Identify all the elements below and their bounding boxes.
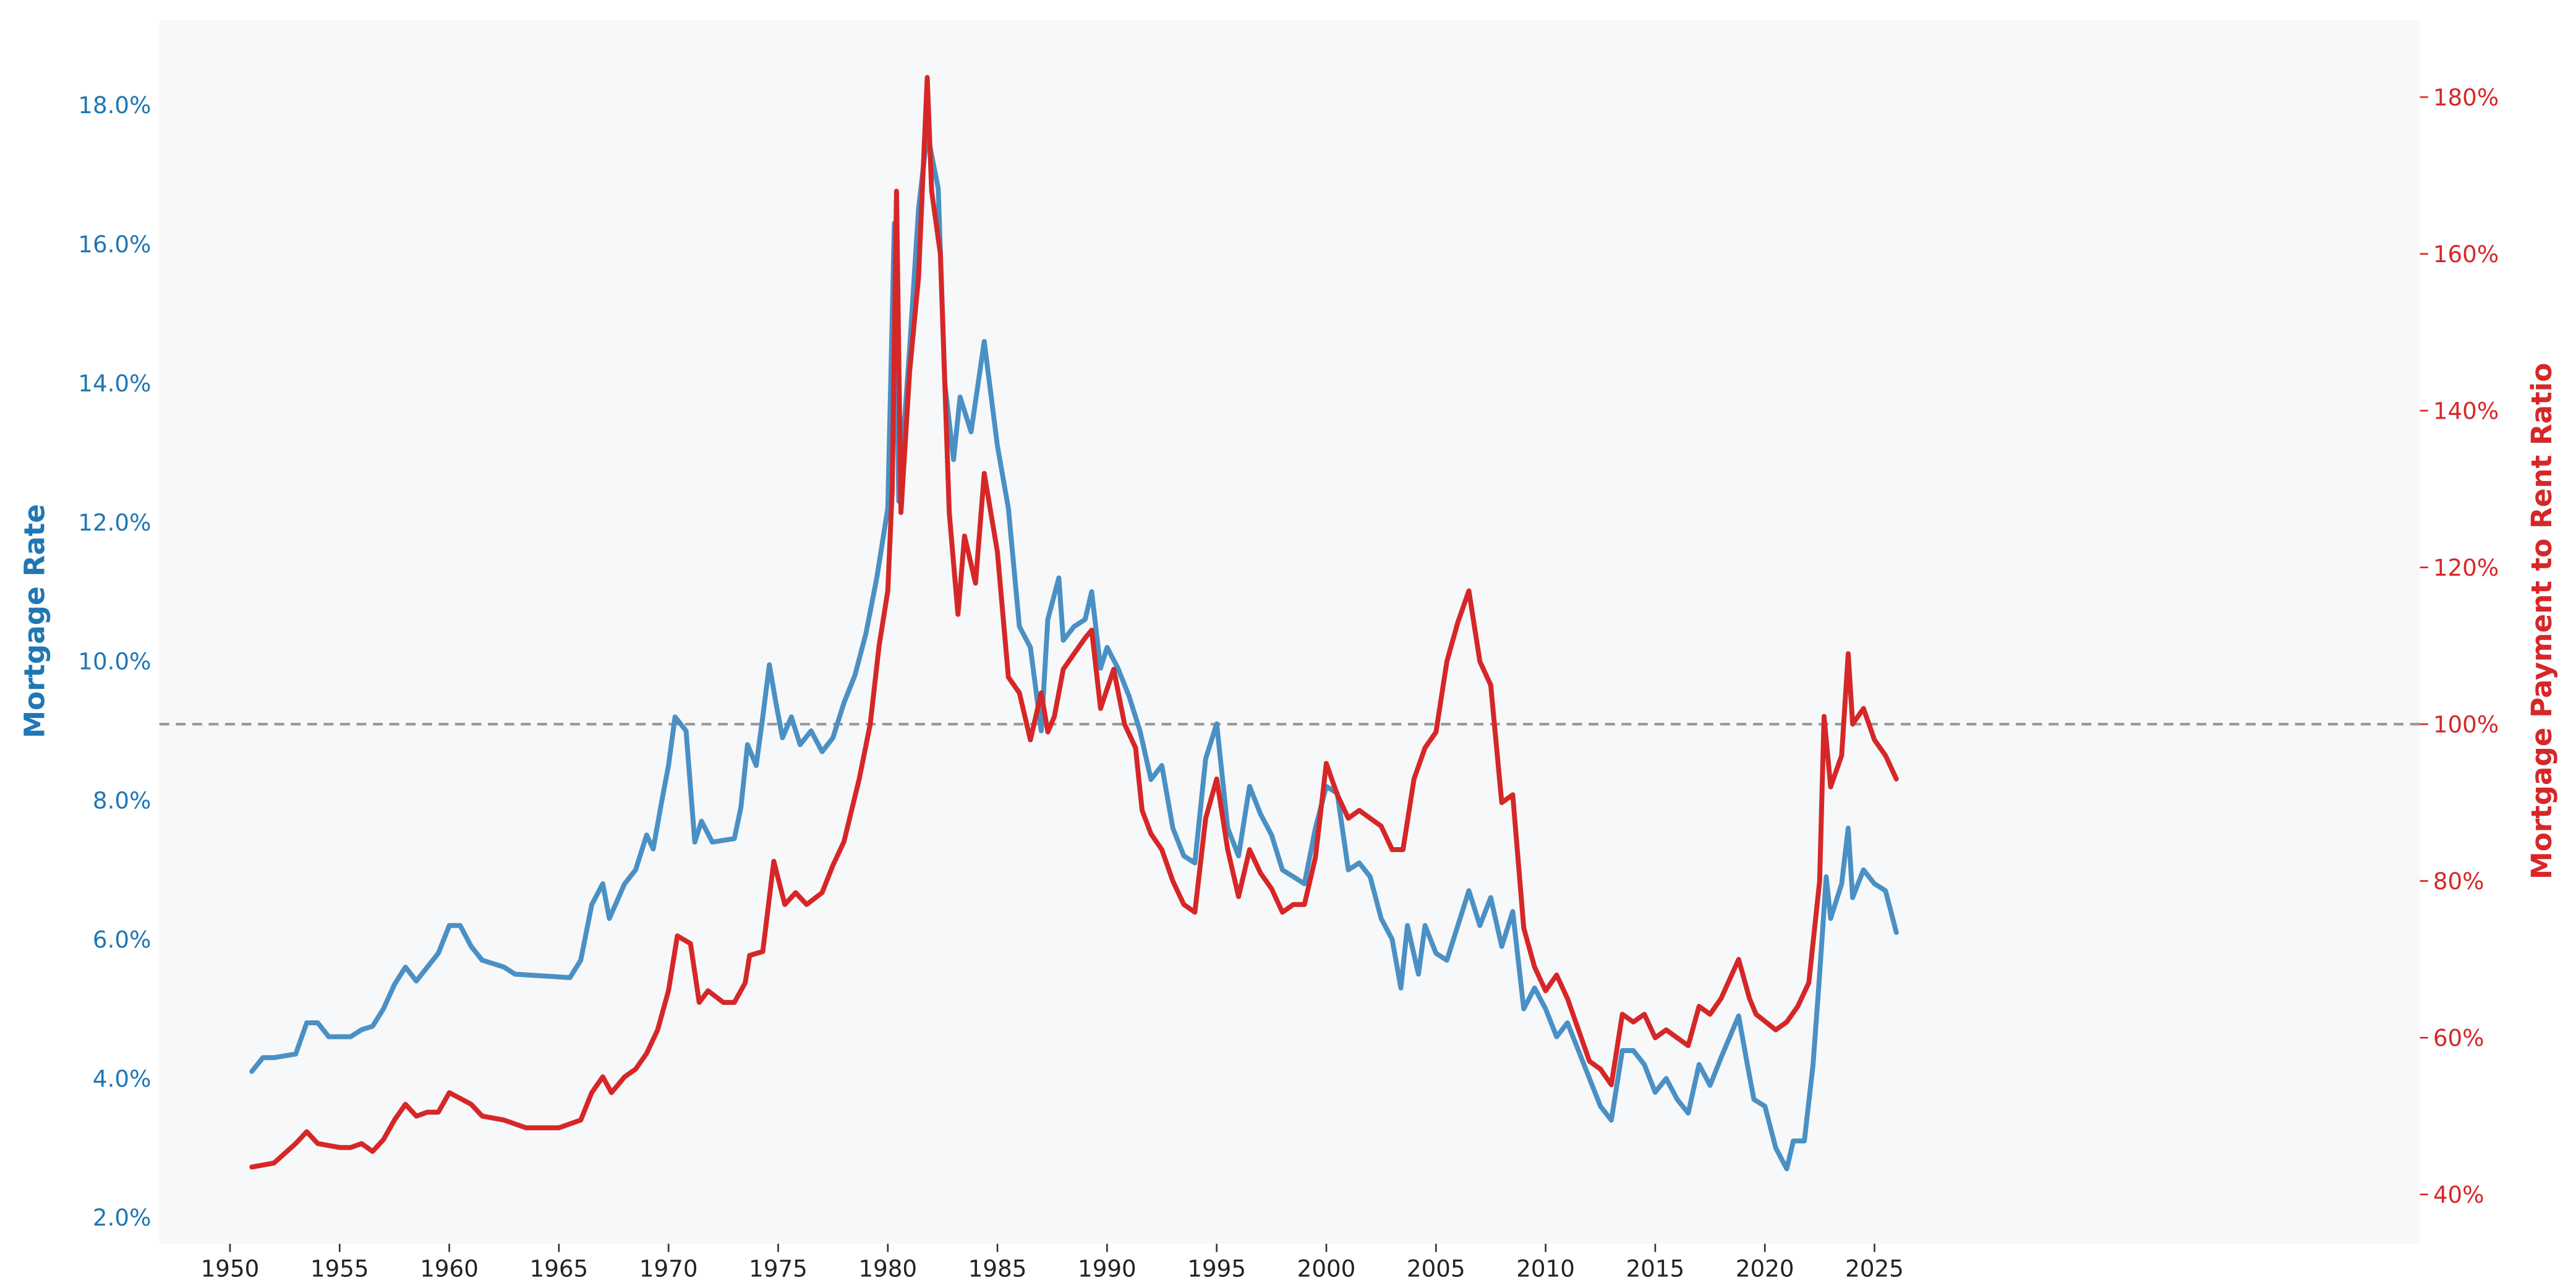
right-y-tick-label: 100%: [2433, 710, 2499, 738]
left-y-tick-label: 14.0%: [78, 370, 151, 397]
left-y-tick-label: 18.0%: [78, 92, 151, 119]
x-tick-label: 1970: [639, 1255, 698, 1280]
x-tick-label: 1965: [530, 1255, 589, 1280]
right-y-tick-label: 60%: [2433, 1024, 2484, 1051]
x-tick-label: 1975: [749, 1255, 808, 1280]
left-axis-title: Mortgage Rate: [19, 504, 51, 738]
left-y-tick-label: 12.0%: [78, 509, 151, 536]
left-y-tick-label: 6.0%: [93, 926, 151, 953]
left-y-tick-label: 4.0%: [93, 1065, 151, 1092]
left-y-tick-label: 10.0%: [78, 648, 151, 675]
right-y-tick-label: 140%: [2433, 397, 2499, 424]
x-tick-label: 2010: [1516, 1255, 1575, 1280]
left-y-tick-label: 2.0%: [93, 1204, 151, 1231]
x-tick-label: 2025: [1845, 1255, 1904, 1280]
x-tick-label: 1985: [968, 1255, 1027, 1280]
right-y-tick-label: 80%: [2433, 868, 2484, 895]
x-tick-label: 1955: [310, 1255, 369, 1280]
right-y-tick-label: 40%: [2433, 1181, 2484, 1208]
left-y-tick-label: 16.0%: [78, 231, 151, 258]
left-y-tick-label: 8.0%: [93, 787, 151, 814]
plot-background: [159, 20, 2420, 1244]
right-y-tick-label: 180%: [2433, 83, 2499, 111]
x-tick-label: 1950: [201, 1255, 260, 1280]
x-tick-label: 1995: [1187, 1255, 1246, 1280]
right-y-tick-label: 120%: [2433, 554, 2499, 581]
x-tick-label: 2005: [1407, 1255, 1465, 1280]
x-tick-label: 1990: [1078, 1255, 1137, 1280]
x-tick-label: 2000: [1297, 1255, 1356, 1280]
x-tick-label: 1960: [420, 1255, 479, 1280]
x-tick-label: 2015: [1626, 1255, 1685, 1280]
x-tick-label: 1980: [858, 1255, 917, 1280]
payment-to-rent-ratio-line: [249, 75, 1899, 1170]
x-tick-label: 2020: [1736, 1255, 1794, 1280]
mortgage-rate-line: [249, 130, 1899, 1172]
right-axis-title: Mortgage Payment to Rent Ratio: [2525, 363, 2558, 879]
right-y-tick-label: 160%: [2433, 241, 2499, 268]
